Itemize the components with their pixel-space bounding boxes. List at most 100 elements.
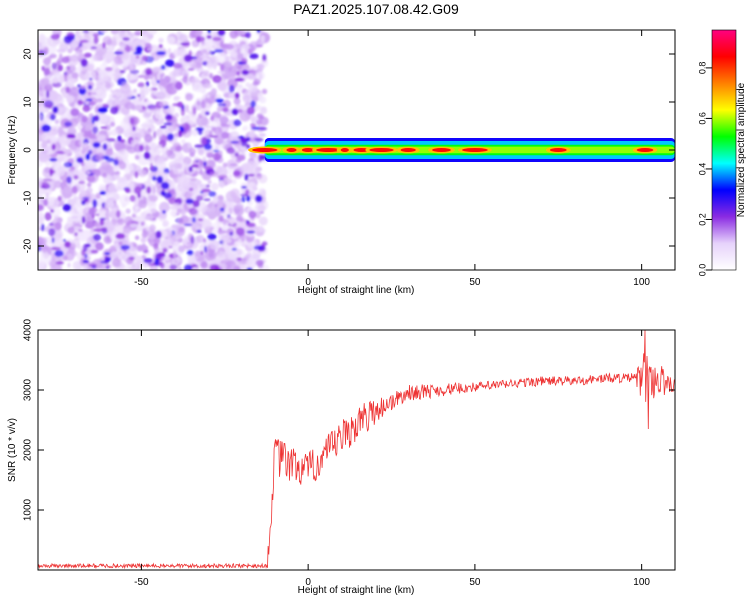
noise-blob: [74, 232, 78, 237]
noise-blob: [43, 251, 49, 259]
noise-blob: [40, 185, 46, 189]
noise-blob: [86, 170, 91, 175]
noise-blob: [127, 266, 138, 270]
noise-haze-cell: [194, 250, 202, 258]
noise-blob: [173, 250, 177, 259]
colorbar-ticks: 0.0 0.2 0.4 0.6 0.8: [697, 62, 712, 276]
noise-blob: [149, 118, 158, 124]
snr-plot-area: [38, 330, 675, 570]
noise-blob: [259, 126, 267, 131]
y-tick: 3000: [23, 378, 675, 401]
noise-blob: [138, 170, 147, 178]
y-tick: -20: [23, 238, 675, 253]
noise-blob: [42, 178, 53, 182]
noise-blob: [217, 103, 227, 107]
noise-blob: [201, 49, 208, 54]
noise-haze-cell: [49, 135, 58, 144]
y-tick-label: 4000: [23, 318, 34, 341]
noise-haze-cell: [134, 235, 140, 240]
noise-blob: [79, 46, 89, 51]
noise-blob: [143, 151, 151, 160]
noise-blob: [192, 106, 197, 115]
noise-blob: [82, 196, 90, 200]
noise-haze-cell: [70, 86, 80, 97]
noise-haze-cell: [73, 116, 81, 124]
noise-blob: [62, 163, 71, 166]
noise-blob: [218, 263, 228, 270]
noise-blob: [190, 235, 195, 244]
noise-blob: [57, 64, 64, 72]
noise-blob: [197, 100, 200, 106]
noise-haze-cell: [173, 169, 179, 175]
noise-blob: [96, 45, 104, 48]
noise-blob: [204, 245, 207, 253]
noise-blob: [160, 125, 167, 129]
noise-blob: [231, 65, 237, 69]
y-tick: 1000: [23, 498, 675, 521]
spectrogram-y-axis-label: Frequency (Hz): [7, 116, 18, 185]
noise-blob: [224, 238, 232, 244]
noise-blob: [217, 199, 224, 207]
noise-haze-cell: [196, 234, 205, 244]
noise-blob: [250, 122, 256, 128]
noise-blob: [123, 93, 133, 99]
noise-haze-cell: [99, 84, 104, 89]
noise-blob: [113, 159, 119, 166]
noise-blob: [145, 81, 150, 87]
noise-blob: [216, 78, 222, 81]
noise-haze-cell: [77, 34, 83, 40]
noise-blob: [95, 242, 104, 251]
noise-blob: [84, 221, 95, 229]
noise-blob: [41, 249, 47, 252]
noise-blob: [82, 30, 90, 34]
noise-blob: [217, 251, 227, 259]
noise-blob: [57, 195, 62, 202]
noise-blob: [43, 67, 51, 76]
noise-blob: [183, 264, 193, 270]
signal-peak: [545, 146, 571, 154]
noise-blob: [55, 261, 64, 265]
noise-blob: [93, 36, 99, 45]
noise-blob: [244, 173, 249, 181]
noise-blob: [171, 224, 182, 229]
noise-blob: [255, 195, 263, 203]
noise-haze-cell: [116, 148, 129, 161]
noise-blob: [186, 192, 193, 199]
noise-blob: [92, 199, 98, 208]
noise-blob: [87, 91, 92, 96]
noise-blob: [246, 222, 256, 228]
noise-blob: [147, 263, 158, 267]
noise-blob: [165, 149, 174, 156]
noise-blob: [146, 47, 153, 51]
noise-blob: [241, 69, 249, 76]
x-tick: 100: [633, 330, 650, 588]
noise-blob: [252, 81, 259, 86]
noise-haze-cell: [228, 174, 233, 179]
noise-blob: [205, 184, 211, 188]
noise-haze-cell: [224, 60, 232, 68]
noise-blob: [240, 260, 246, 265]
noise-haze-cell: [261, 88, 268, 95]
noise-blob: [66, 65, 71, 71]
noise-blob: [188, 207, 198, 215]
noise-blob: [52, 82, 62, 88]
noise-blob: [155, 230, 162, 239]
noise-blob: [261, 189, 267, 198]
y-tick-label: 3000: [23, 378, 34, 401]
noise-blob: [66, 172, 76, 178]
noise-haze-cell: [228, 249, 238, 260]
noise-blob: [157, 156, 165, 164]
noise-blob: [255, 259, 264, 267]
noise-blob: [88, 101, 96, 106]
noise-blob: [260, 34, 265, 43]
noise-blob: [160, 181, 170, 190]
y-tick: 0: [23, 147, 675, 153]
noise-haze-cell: [253, 66, 259, 71]
noise-haze-cell: [169, 210, 176, 217]
noise-blob: [195, 52, 204, 56]
noise-haze-cell: [172, 150, 184, 162]
noise-haze-cell: [70, 211, 76, 216]
noise-haze-cell: [257, 92, 264, 99]
noise-blob: [74, 237, 80, 241]
noise-blob: [262, 54, 267, 61]
